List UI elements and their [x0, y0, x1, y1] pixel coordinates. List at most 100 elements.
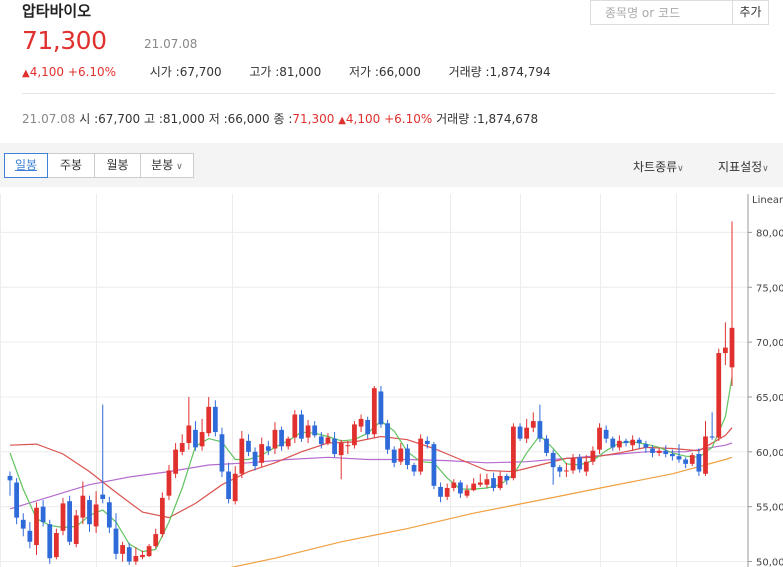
candle-body — [729, 327, 735, 368]
candle-body — [166, 470, 172, 496]
tab-monthly[interactable]: 월봉 — [95, 153, 141, 178]
tab-daily[interactable]: 일봉 — [4, 153, 48, 178]
summary-row: ▲4,100 +6.10% 시가 :67,700 고가 :81,000 저가 :… — [22, 63, 551, 80]
ohlc-open: 67,700 — [98, 112, 141, 126]
candle — [20, 513, 26, 537]
candle — [179, 434, 185, 456]
candle — [729, 221, 735, 386]
ohlc-volume: 1,874,678 — [477, 112, 539, 126]
candle-body — [471, 483, 477, 491]
candle — [40, 500, 46, 527]
candle — [358, 414, 364, 433]
tab-weekly[interactable]: 주봉 — [48, 153, 95, 178]
candle — [87, 495, 92, 532]
search-box — [590, 0, 733, 25]
candle — [232, 466, 238, 505]
candle-body — [27, 530, 33, 542]
search-input[interactable] — [603, 1, 727, 25]
price-chart[interactable]: Linear 80,000 75,000 70,000 65,000 60,000 55,… — [0, 194, 783, 567]
candle — [517, 423, 523, 441]
candle — [7, 471, 13, 496]
candle-body — [186, 425, 192, 444]
indicator-menu[interactable]: 지표설정∨ — [718, 158, 769, 175]
candle — [471, 478, 477, 492]
tab-minute[interactable]: 분봉 ∨ — [141, 153, 194, 178]
candle-body — [285, 438, 291, 447]
y-tick-label: 70,000 — [756, 338, 783, 349]
candle-body — [199, 432, 205, 447]
candle — [577, 454, 583, 473]
candle-body — [365, 419, 371, 435]
candle-body — [259, 444, 265, 463]
candle-body — [34, 507, 39, 546]
add-button[interactable]: 추가 — [733, 0, 769, 25]
candle — [570, 454, 576, 474]
candle-body — [332, 438, 337, 455]
candle-body — [371, 388, 377, 435]
y-tick-label: 60,000 — [756, 448, 783, 459]
change-percent: +6.10% — [67, 65, 117, 79]
candle-body — [663, 450, 669, 455]
candle-body — [643, 444, 649, 448]
candle — [484, 473, 490, 489]
ohlc-low-label: 저 : — [208, 112, 228, 126]
candle — [246, 434, 251, 457]
candle-body — [378, 391, 384, 425]
candle-body — [570, 458, 576, 471]
candle — [451, 479, 457, 492]
candle — [444, 483, 450, 501]
candle — [418, 434, 424, 475]
candle-body — [40, 506, 46, 523]
candle-body — [709, 436, 715, 438]
candle-body — [603, 429, 609, 439]
candle — [722, 322, 728, 366]
ma120-line — [230, 456, 733, 567]
candle — [557, 464, 563, 478]
candle-body — [696, 454, 702, 472]
chevron-down-icon: ∨ — [677, 164, 684, 174]
candle-body — [219, 434, 225, 472]
candle-body — [418, 438, 424, 472]
candle — [391, 446, 397, 468]
candle-body — [411, 464, 417, 472]
ohlc-date: 21.07.08 — [22, 112, 76, 126]
candle — [491, 472, 496, 492]
candle — [703, 421, 708, 476]
candle-body — [537, 421, 543, 439]
candle — [385, 419, 390, 455]
ma60-line — [9, 442, 733, 510]
ma5-line — [9, 377, 733, 553]
candle-body — [206, 406, 212, 434]
candle — [617, 435, 622, 451]
candle-body — [477, 482, 483, 485]
candle-body — [80, 495, 86, 518]
candle-body — [193, 429, 198, 448]
candle-body — [292, 414, 298, 438]
candle-body — [279, 429, 284, 447]
price-date: 21.07.08 — [144, 37, 198, 51]
candle-body — [73, 515, 79, 544]
candle-body — [504, 475, 510, 481]
candle — [166, 464, 172, 501]
candle — [332, 432, 337, 458]
chart-type-menu[interactable]: 차트종류∨ — [633, 158, 684, 175]
candle-body — [398, 448, 404, 462]
ohlc-volume-label: 거래량 : — [436, 112, 478, 126]
candle — [656, 447, 662, 457]
candle — [497, 471, 503, 491]
candle — [716, 348, 722, 441]
candle — [305, 419, 311, 444]
candle-body — [617, 440, 622, 448]
candle — [438, 482, 443, 503]
candle — [378, 385, 384, 428]
chevron-down-icon: ∨ — [173, 162, 183, 172]
candle-body — [106, 502, 112, 528]
candle-body — [305, 425, 311, 438]
candle — [603, 425, 609, 444]
low-value: 66,000 — [378, 65, 421, 79]
candle-body — [689, 455, 695, 464]
candle — [583, 455, 589, 476]
candle — [630, 435, 636, 451]
candle — [338, 439, 344, 480]
candle — [126, 542, 132, 565]
